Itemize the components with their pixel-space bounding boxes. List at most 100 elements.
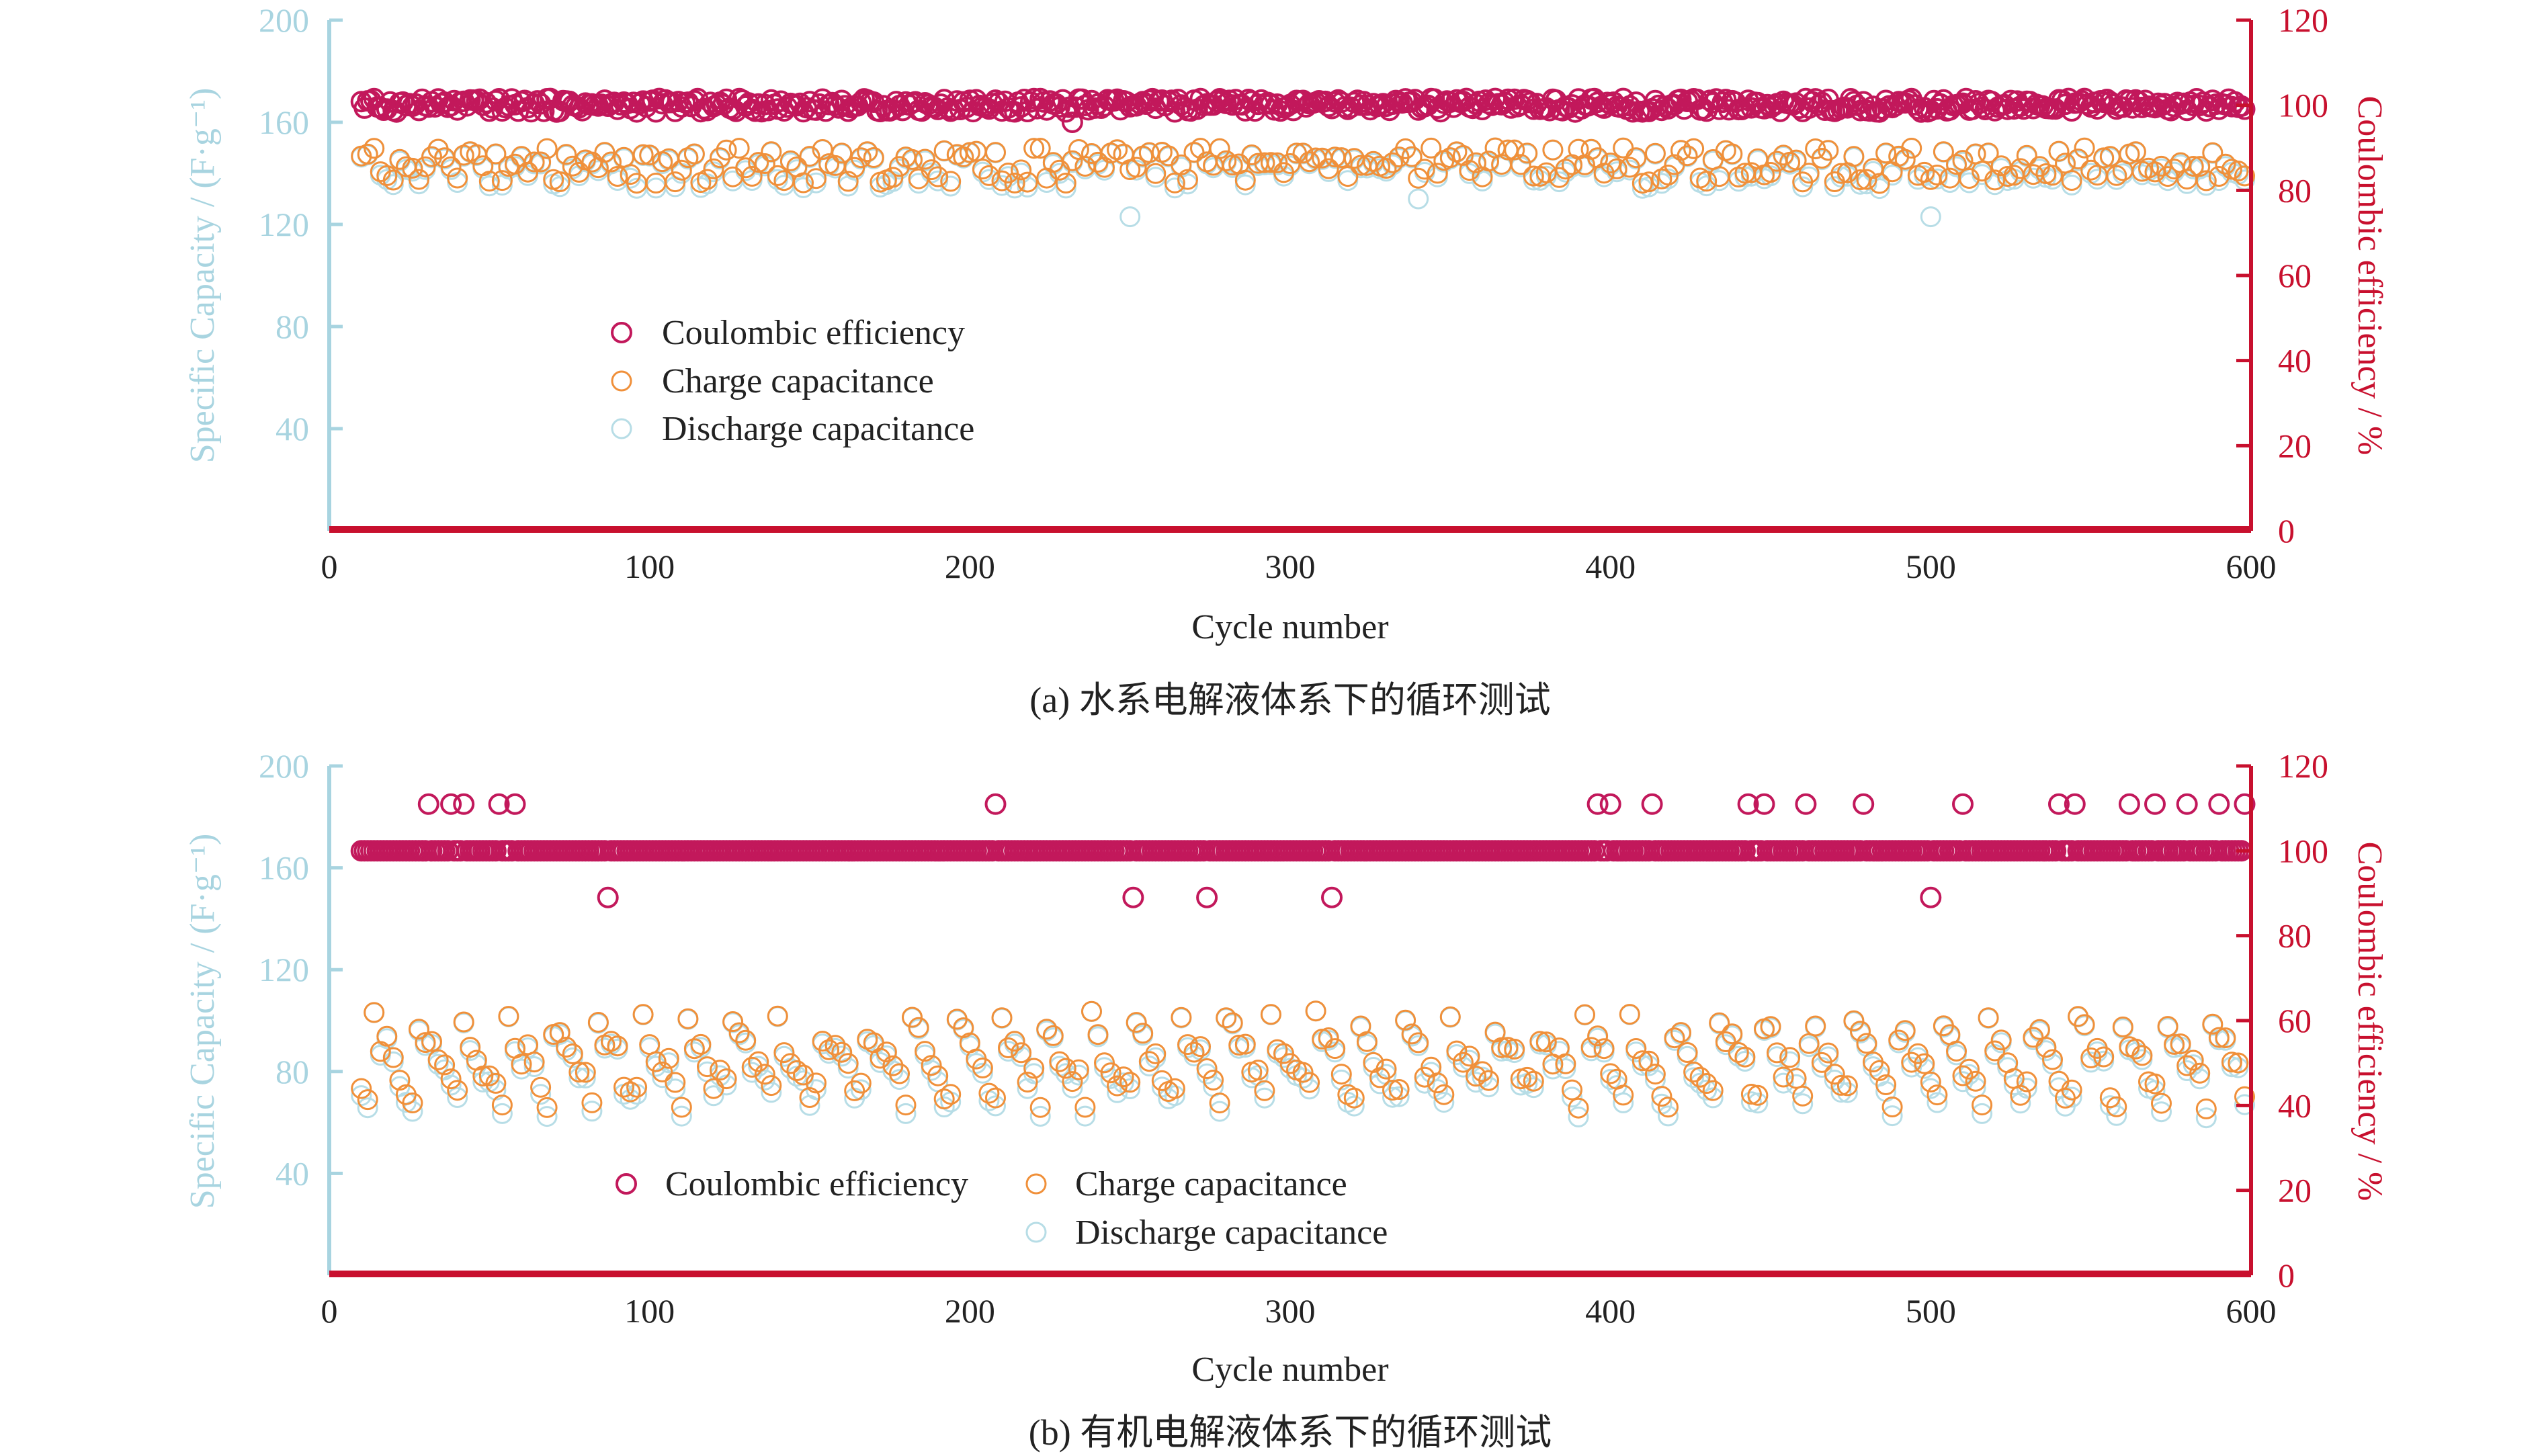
point-ch: [1965, 1070, 1986, 1092]
point-ch: [915, 1041, 936, 1062]
point-ch: [2016, 1071, 2037, 1093]
panel-a-legend-charge-marker: [611, 370, 632, 392]
point-ch: [1651, 1086, 1673, 1107]
point-ce: [504, 793, 526, 815]
point-ce: [1314, 90, 1337, 112]
point-ch: [2016, 144, 2037, 166]
point-ch: [1517, 142, 1538, 164]
point-ch: [1388, 1079, 1410, 1100]
point-ch: [1222, 1012, 1243, 1033]
panel-b-caption: (b) 有机电解液体系下的循环测试: [1029, 1412, 1552, 1453]
point-dc: [1658, 1105, 1679, 1127]
point-ch: [1927, 165, 1948, 185]
point-ch: [933, 1088, 955, 1110]
point-ce: [2234, 793, 2256, 815]
point-ch: [1094, 1052, 1115, 1074]
point-ch: [728, 138, 750, 159]
point-ce: [440, 793, 462, 815]
point-ch: [2202, 1013, 2224, 1035]
point-ch: [1767, 1042, 1787, 1064]
point-ch: [1209, 138, 1230, 159]
point-ch: [1382, 1080, 1403, 1101]
point-ch: [409, 169, 429, 190]
point-ch: [1439, 1006, 1461, 1027]
point-ch: [1183, 142, 1205, 163]
point-ch: [1709, 166, 1730, 187]
point-ch: [1427, 163, 1448, 184]
point-ch: [1805, 1015, 1826, 1037]
point-dc: [2003, 1074, 2025, 1095]
point-ch: [1600, 153, 1621, 174]
point-dc: [748, 1056, 769, 1077]
y-left-tick-label: 120: [259, 206, 309, 243]
point-ch: [767, 165, 788, 186]
point-ch: [364, 1002, 385, 1023]
point-ch: [376, 1025, 398, 1047]
point-ch: [1433, 1084, 1455, 1105]
y-right-tick-label: 60: [2278, 257, 2312, 294]
point-ch: [786, 1060, 808, 1081]
point-ch: [824, 1035, 846, 1056]
point-ch: [556, 144, 577, 165]
point-ch: [1062, 1071, 1083, 1093]
point-dc: [1792, 1093, 1814, 1115]
point-ch: [665, 1072, 686, 1093]
point-ch: [1158, 145, 1179, 167]
point-ch: [2215, 153, 2236, 175]
point-ch: [2151, 1093, 2172, 1114]
panel-a-caption: (a) 水系电解液体系下的循环测试: [1029, 680, 1550, 720]
point-ch: [1337, 166, 1359, 187]
panel-a-ylabel-left: Specific Capacity / (F·g⁻¹): [183, 88, 222, 464]
point-ch: [799, 146, 820, 167]
point-ch: [1773, 1066, 1794, 1088]
point-dc: [1164, 177, 1185, 199]
point-ch: [1029, 1097, 1051, 1118]
point-ch: [2183, 1050, 2204, 1071]
point-ce: [1664, 94, 1685, 116]
panel-b-xlabel: Cycle number: [1191, 1351, 1388, 1389]
point-ce: [2058, 87, 2080, 110]
point-ch: [601, 1031, 622, 1052]
point-ch: [1535, 162, 1557, 183]
y-right-tick-label: 120: [2278, 747, 2328, 785]
point-ch: [927, 1065, 949, 1086]
point-ch: [2048, 140, 2070, 162]
point-ch: [1830, 1074, 1852, 1096]
point-dc: [478, 175, 500, 197]
y-right-tick-label: 100: [2278, 832, 2328, 869]
point-ch: [1875, 142, 1897, 164]
x-tick-label: 100: [624, 548, 675, 585]
point-ch: [1722, 143, 1743, 165]
point-ch: [806, 168, 827, 189]
point-dc: [1119, 206, 1141, 228]
point-ch: [741, 1056, 763, 1078]
point-ch: [2131, 1045, 2153, 1066]
point-dc: [2195, 175, 2217, 196]
point-ch: [364, 138, 385, 159]
panel-a-legend-ce-label: Coulombic efficiency: [662, 314, 965, 352]
point-ch: [1562, 1079, 1582, 1101]
point-ch: [1856, 1033, 1877, 1054]
point-ch: [741, 165, 763, 187]
point-ch: [1023, 1058, 1045, 1079]
point-ch: [902, 1007, 923, 1028]
point-ch: [850, 147, 872, 169]
point-dc: [2228, 1057, 2249, 1078]
point-ch: [549, 1022, 570, 1043]
point-dc: [1382, 1086, 1403, 1108]
point-ch: [421, 146, 442, 167]
point-ch: [665, 171, 686, 193]
point-ch: [402, 1093, 423, 1113]
point-ch: [1273, 1043, 1294, 1064]
point-ch: [1670, 1022, 1691, 1043]
point-ch: [1952, 150, 1974, 171]
point-ch: [568, 161, 590, 183]
point-ch: [1920, 1071, 1941, 1093]
series-ce: [350, 87, 2256, 133]
point-dc: [357, 1097, 378, 1119]
point-dc: [440, 1074, 462, 1096]
point-dc: [1881, 1105, 1903, 1127]
point-ch: [1177, 1034, 1198, 1056]
point-ch: [722, 1011, 744, 1032]
point-ch: [1062, 150, 1083, 171]
